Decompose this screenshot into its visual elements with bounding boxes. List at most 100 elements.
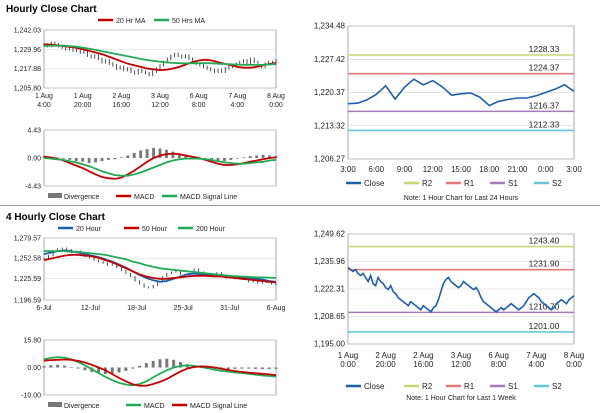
x-tick-label: 12:00 bbox=[423, 165, 444, 174]
histogram-bar bbox=[110, 367, 114, 374]
x-tick-label: 18:00 bbox=[479, 165, 500, 174]
plot-area bbox=[43, 29, 277, 89]
x-tick-label: 7 Aug 4:00 bbox=[228, 93, 246, 109]
histogram-bar bbox=[113, 158, 117, 160]
x-tick-label: 1 Aug 4:00 bbox=[35, 93, 53, 109]
hourly-close-chart-title: Hourly Close Chart bbox=[6, 4, 97, 15]
series-line-50-hour bbox=[43, 253, 277, 284]
series-line-macd bbox=[43, 356, 277, 387]
legend-label-close: Close bbox=[364, 382, 385, 391]
x-tick-label: 3 Aug 12:00 bbox=[151, 93, 169, 109]
histogram-bar bbox=[165, 358, 169, 368]
x-tick-label: 8 Aug 0:00 bbox=[267, 93, 285, 109]
y-tick-label: 1,234.48 bbox=[314, 22, 346, 31]
legend-label-20-hr-ma: 20 Hr MA bbox=[116, 18, 146, 25]
y-tick-label: 1,213.32 bbox=[314, 121, 346, 130]
legend-label-divergence: Divergence bbox=[64, 194, 100, 201]
histogram-bar bbox=[247, 367, 251, 369]
level-label-s1: 1216.37 bbox=[529, 100, 560, 110]
level-label-s2: 1201.00 bbox=[529, 321, 560, 331]
histogram-bar bbox=[242, 157, 246, 158]
chart-note: Note: 1 Hour Chart for Last 24 Hours bbox=[404, 195, 519, 202]
level-label-r1: 1231.90 bbox=[529, 259, 560, 269]
x-tick-label: 3:00 bbox=[566, 165, 582, 174]
legend-label-macd-signal-line: MACD Signal Line bbox=[180, 194, 237, 201]
x-tick-label: 6-Jul bbox=[36, 305, 52, 312]
y-tick-label: 0.00 bbox=[27, 365, 41, 372]
histogram-bar bbox=[177, 153, 181, 158]
histogram-bar bbox=[107, 158, 110, 160]
legend-label-divergence: Divergence bbox=[64, 403, 100, 410]
y-tick-label: 1,220.37 bbox=[314, 88, 346, 97]
legend-label-close: Close bbox=[364, 179, 385, 188]
y-tick-label: 1,195.00 bbox=[314, 340, 346, 349]
x-tick-label: 3 Aug 12:00 bbox=[451, 351, 472, 369]
histogram-bar bbox=[223, 158, 226, 162]
x-tick-label: 6:00 bbox=[368, 165, 384, 174]
y-tick-label: 15.80 bbox=[23, 338, 41, 345]
hourly-price-chart: 1,242.03 1,229.96 1,217.88 1,205.801 Aug 4:0… bbox=[14, 18, 285, 109]
histogram-bar bbox=[83, 367, 87, 371]
legend-label-s2: S2 bbox=[552, 179, 562, 188]
histogram-bar bbox=[126, 155, 130, 158]
y-tick-label: 1,222.31 bbox=[314, 285, 346, 294]
x-tick-label: 6-Aug bbox=[267, 305, 286, 312]
histogram-bar bbox=[267, 367, 271, 370]
legend-label-r1: R1 bbox=[464, 382, 475, 391]
hourly-24h-chart: 1,234.48 1,227.42 1,220.37 1,213.32 1,206.27… bbox=[314, 22, 582, 203]
histogram-bar bbox=[158, 148, 162, 158]
x-tick-label: 2 Aug 16:00 bbox=[413, 351, 434, 369]
y-tick-label: 1,227.42 bbox=[314, 55, 346, 64]
x-tick-label: 1 Aug 20:00 bbox=[74, 93, 92, 109]
y-tick-label: 1,217.88 bbox=[14, 66, 41, 73]
histogram-bar bbox=[68, 158, 72, 160]
histogram-bar bbox=[42, 366, 46, 368]
four-hourly-week-chart: 1,249.62 1,235.96 1,222.31 1,208.65 1,195.00… bbox=[314, 230, 584, 403]
histogram-bar bbox=[240, 367, 244, 369]
histogram-bar bbox=[100, 158, 104, 162]
x-tick-label: 31-Jul bbox=[220, 305, 240, 312]
y-tick-label: 4.43 bbox=[27, 128, 41, 135]
histogram-bar bbox=[94, 158, 97, 163]
histogram-bar bbox=[74, 158, 78, 162]
histogram-bar bbox=[178, 362, 182, 368]
legend-swatch-divergence bbox=[48, 402, 62, 407]
histogram-bar bbox=[81, 158, 85, 162]
x-tick-label: 6 Aug 8:00 bbox=[488, 351, 508, 369]
x-tick-label: 8 Aug 0:00 bbox=[564, 351, 584, 369]
level-label-s2: 1212.33 bbox=[529, 119, 560, 129]
histogram-bar bbox=[76, 367, 80, 369]
legend-label-20-hour: 20 Hour bbox=[76, 226, 102, 233]
level-label-r2: 1243.40 bbox=[529, 236, 560, 246]
series-line-macd-signal-line bbox=[43, 157, 277, 177]
histogram-bar bbox=[216, 158, 220, 162]
series-line-200-hour bbox=[44, 250, 277, 279]
legend-label-macd: MACD bbox=[144, 403, 165, 410]
section-divider bbox=[0, 205, 600, 206]
x-tick-label: 3:00 bbox=[340, 165, 356, 174]
y-tick-label: 1,229.96 bbox=[14, 47, 41, 54]
x-tick-label: 1 Aug 0:00 bbox=[338, 351, 358, 369]
legend-label-s1: S1 bbox=[508, 382, 518, 391]
histogram-bar bbox=[138, 365, 142, 368]
histogram-bar bbox=[69, 366, 73, 368]
histogram-bar bbox=[145, 149, 149, 158]
y-tick-label: 0.00 bbox=[27, 156, 41, 163]
series-line-close bbox=[347, 266, 575, 313]
histogram-bar bbox=[226, 367, 230, 370]
level-label-r1: 1224.37 bbox=[529, 63, 560, 73]
series-line-20-hr-ma bbox=[44, 43, 277, 72]
histogram-bar bbox=[151, 360, 155, 368]
four-hourly-macd-chart: 15.80 0.00 -10.00 Divergence MACD MACD Signal… bbox=[21, 338, 278, 410]
y-tick-label: -4.43 bbox=[25, 184, 41, 191]
x-tick-label: 7 Aug 4:00 bbox=[526, 351, 546, 369]
x-tick-label: 25-Jul bbox=[174, 305, 194, 312]
histogram-bar bbox=[139, 150, 143, 158]
histogram-bar bbox=[124, 367, 128, 371]
four-hourly-price-chart: 1,279.57 1,252.58 1,225.59 1,196.596-Jul 12-… bbox=[14, 226, 286, 312]
histogram-bar bbox=[261, 154, 265, 158]
legend-label-s1: S1 bbox=[508, 179, 518, 188]
x-tick-label: 15:00 bbox=[451, 165, 472, 174]
series-line-close bbox=[347, 78, 575, 107]
series-line-macd-signal-line bbox=[43, 358, 277, 387]
